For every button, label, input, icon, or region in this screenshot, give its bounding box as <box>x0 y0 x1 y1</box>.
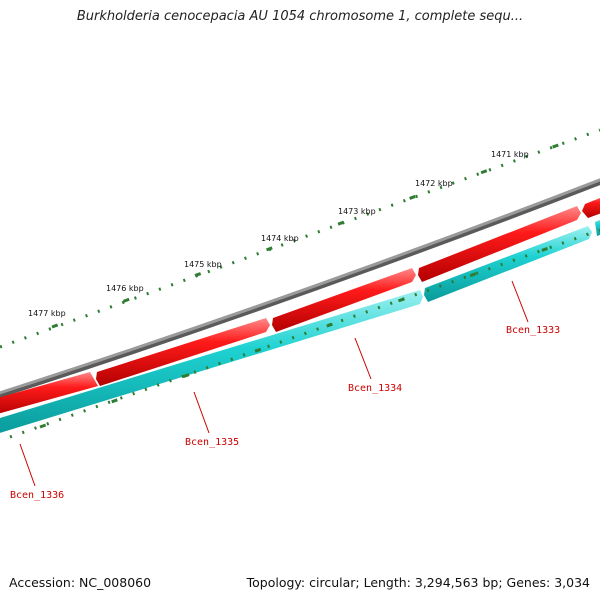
gene-label-bcen-1333[interactable]: Bcen_1333 <box>506 325 560 336</box>
forward-strand-genes <box>0 194 600 416</box>
kbp-label-1474: 1474 kbp <box>261 234 299 243</box>
kbp-label-1477: 1477 kbp <box>28 309 66 318</box>
backbone-shadow <box>0 178 600 398</box>
gene-label-bcen-1335[interactable]: Bcen_1335 <box>185 437 239 448</box>
reverse-gene[interactable] <box>0 290 423 436</box>
chromosome-backbone <box>0 178 600 395</box>
reverse-strand-genes <box>0 216 600 436</box>
leader-bcen-1335 <box>193 391 210 434</box>
inner-tick-marks <box>9 228 600 439</box>
gene-label-bcen-1334[interactable]: Bcen_1334 <box>348 383 402 394</box>
kbp-label-1475: 1475 kbp <box>184 260 222 269</box>
accession-text: Accession: NC_008060 <box>9 575 152 590</box>
leader-bcen-1334 <box>354 337 372 380</box>
forward-gene[interactable] <box>272 268 416 332</box>
kbp-label-1473: 1473 kbp <box>338 207 376 216</box>
map-title: Burkholderia cenocepacia AU 1054 chromos… <box>76 9 524 24</box>
leader-bcen-1336 <box>19 443 36 487</box>
kbp-label-1471: 1471 kbp <box>491 150 529 159</box>
forward-gene[interactable] <box>0 372 98 416</box>
gene-label-bcen-1336[interactable]: Bcen_1336 <box>10 490 64 501</box>
gene-labels: Bcen_1333 Bcen_1334 Bcen_1335 Bcen_1336 <box>10 325 560 501</box>
kbp-labels: 1471 kbp 1472 kbp 1473 kbp 1474 kbp 1475… <box>28 150 529 318</box>
kbp-label-1472: 1472 kbp <box>415 179 453 188</box>
forward-gene[interactable] <box>96 318 270 386</box>
forward-gene[interactable] <box>582 194 600 218</box>
reverse-gene[interactable] <box>595 216 600 236</box>
kbp-label-1476: 1476 kbp <box>106 284 144 293</box>
gene-label-leaders <box>19 280 529 487</box>
forward-gene[interactable] <box>418 206 581 282</box>
genome-summary-text: Topology: circular; Length: 3,294,563 bp… <box>246 575 590 590</box>
leader-bcen-1333 <box>511 280 529 323</box>
reverse-gene[interactable] <box>424 226 592 302</box>
